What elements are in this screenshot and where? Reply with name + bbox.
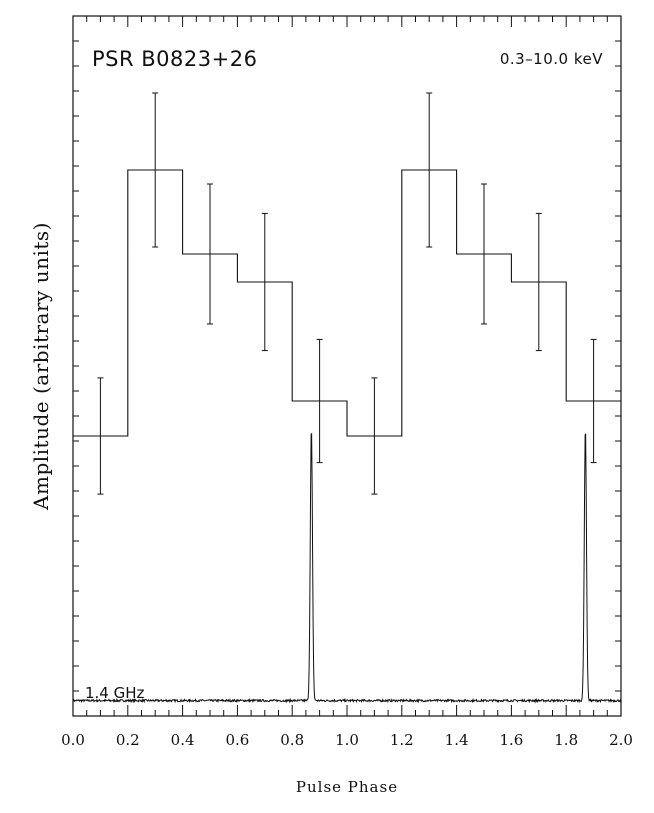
x-ticks — [72, 16, 622, 716]
error-bar — [535, 212, 542, 352]
x-tick-label: 1.8 — [554, 731, 578, 749]
xray-histogram-step — [73, 169, 621, 437]
error-bar — [261, 212, 268, 352]
x-tick-label: 1.6 — [499, 731, 523, 749]
error-bar — [481, 183, 487, 325]
y-ticks — [73, 40, 621, 692]
error-bar — [316, 338, 323, 464]
x-axis-label: Pulse Phase — [296, 778, 398, 796]
x-tick-label: 0.6 — [225, 731, 249, 749]
plot-frame — [72, 15, 622, 717]
x-tick-label: 2.0 — [609, 731, 633, 749]
x-tick-labels: 0.0 0.2 0.4 0.6 0.8 1.0 1.2 1.4 1.6 1.8 2.0 — [61, 731, 633, 749]
error-bar — [371, 377, 378, 495]
x-tick-label: 0.4 — [171, 731, 195, 749]
energy-band-label: 0.3–10.0 keV — [500, 50, 603, 68]
error-bar — [152, 92, 159, 248]
x-tick-label: 1.2 — [390, 731, 414, 749]
error-bar — [207, 183, 213, 325]
x-tick-label: 0.0 — [61, 731, 85, 749]
chart-title: PSR B0823+26 — [92, 47, 257, 71]
error-bar — [426, 92, 433, 248]
x-tick-label: 1.4 — [445, 731, 469, 749]
radio-series-label: 1.4 GHz — [85, 684, 145, 702]
x-tick-label: 0.2 — [116, 731, 140, 749]
xray-light-curve — [73, 169, 621, 437]
error-bars — [97, 92, 597, 495]
error-bar — [97, 377, 104, 495]
radio-profile-line — [72, 432, 622, 704]
x-tick-label: 1.0 — [335, 731, 359, 749]
y-axis-label: Amplitude (arbitrary units) — [29, 222, 53, 511]
x-tick-label: 0.8 — [280, 731, 304, 749]
error-bar — [590, 338, 597, 464]
